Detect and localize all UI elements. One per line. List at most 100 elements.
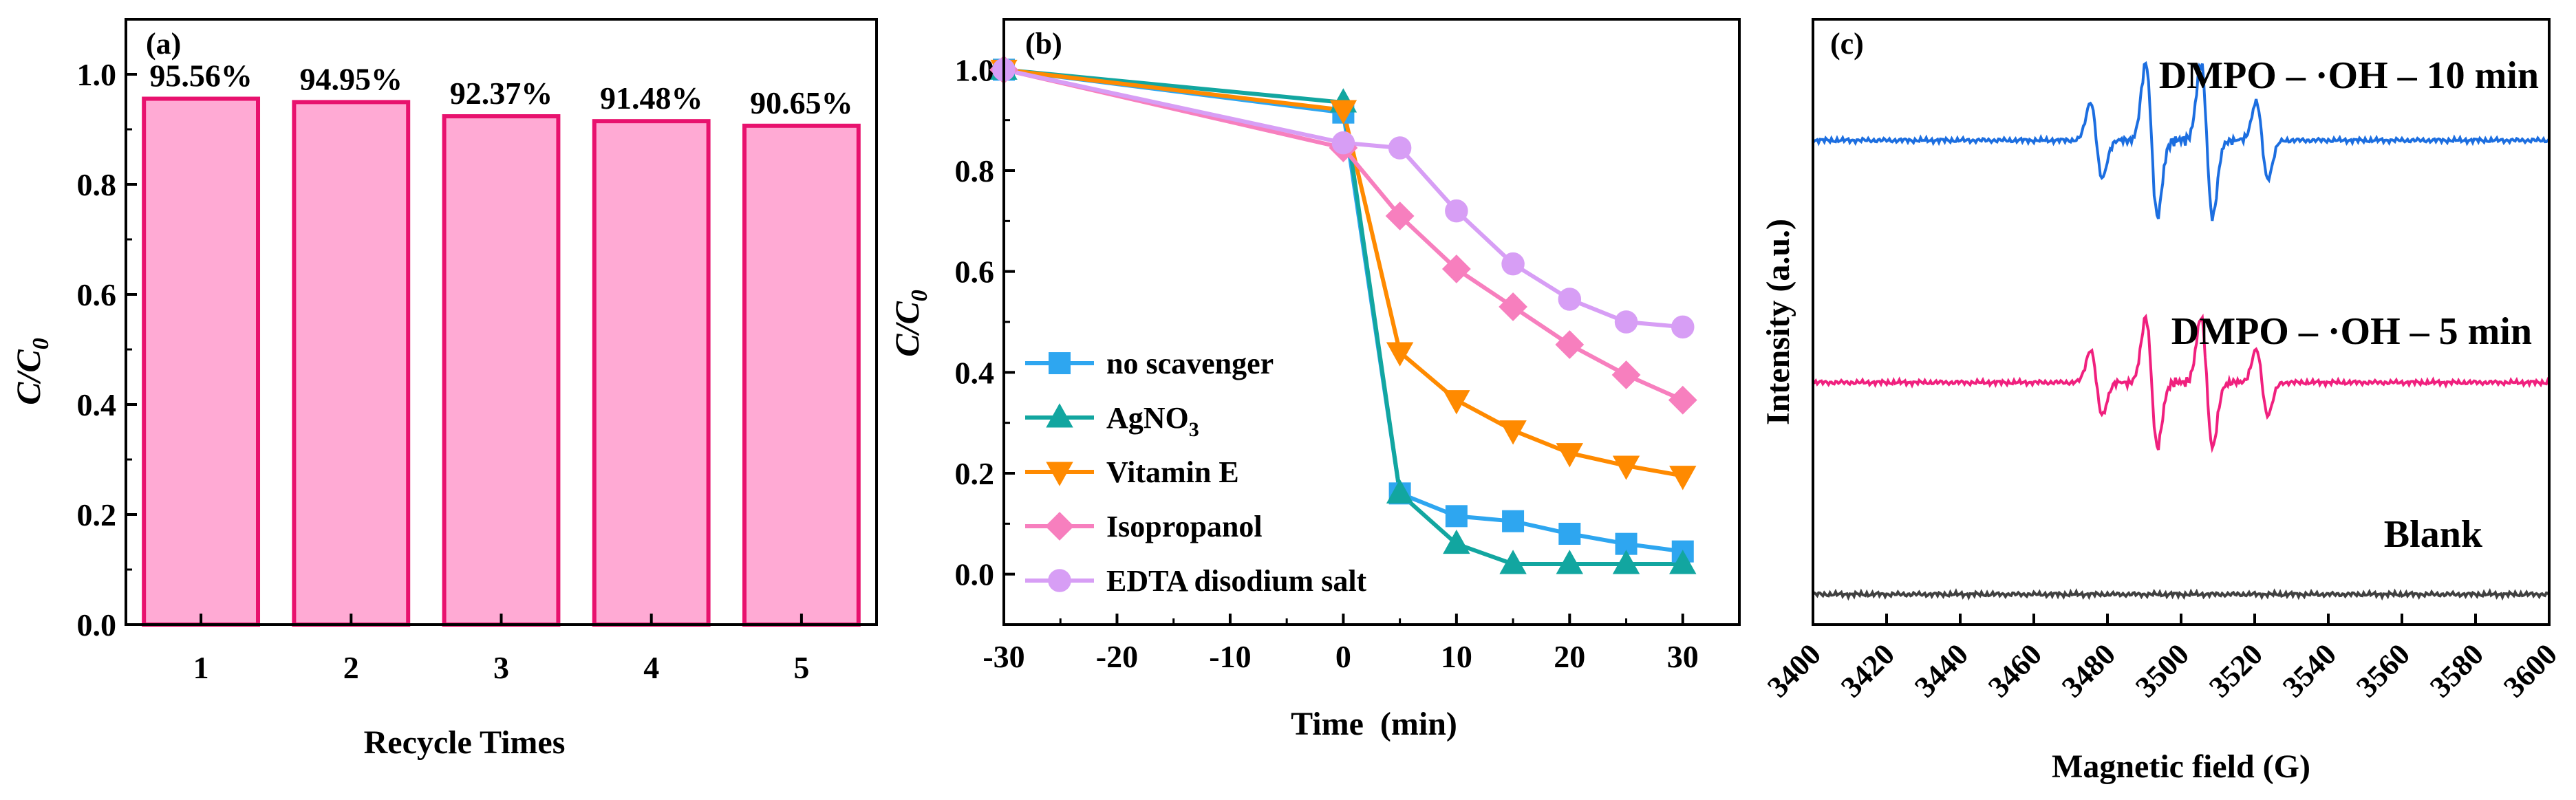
data-point bbox=[1555, 330, 1585, 359]
spectra-lines bbox=[1812, 61, 2551, 601]
y-tick-label: 0.2 bbox=[955, 456, 995, 491]
data-point bbox=[1671, 315, 1695, 339]
data-point bbox=[1558, 523, 1581, 545]
legend-label: AgNO3 bbox=[1106, 401, 1199, 441]
data-point bbox=[1668, 385, 1697, 415]
data-point bbox=[1331, 131, 1355, 155]
data-point bbox=[1445, 505, 1468, 528]
x-tick-label: 3600 bbox=[2497, 637, 2564, 704]
y-axis-label: Intensity (a.u.) bbox=[1760, 219, 1796, 425]
x-tick-label: -30 bbox=[983, 639, 1024, 674]
x-axis-label: Time (min) bbox=[1291, 706, 1457, 742]
data-labels: 95.56% 94.95% 92.37% 91.48% 90.65% bbox=[149, 58, 852, 120]
y-axis-label-base: C/C bbox=[9, 349, 47, 405]
legend-label-sub: 3 bbox=[1189, 418, 1199, 441]
legend: no scavenger AgNO3 Vitamin E Isopropanol EDT… bbox=[1025, 347, 1367, 598]
legend-label-base: EDTA disodium salt bbox=[1106, 564, 1367, 598]
x-tick-label: 3500 bbox=[2129, 637, 2196, 704]
spectrum-line bbox=[1812, 61, 2551, 221]
y-axis-label-sub: 0 bbox=[28, 338, 54, 349]
data-point bbox=[1385, 202, 1415, 230]
data-label: 90.65% bbox=[750, 85, 853, 120]
data-point bbox=[1501, 252, 1525, 276]
data-point bbox=[1388, 136, 1412, 160]
bar bbox=[292, 100, 411, 627]
data-point bbox=[1329, 100, 1357, 125]
spectrum-label: DMPO – ·OH – 10 min bbox=[2159, 54, 2539, 97]
y-tick-label: 0.0 bbox=[77, 607, 117, 642]
data-point bbox=[1556, 443, 1584, 468]
series-line bbox=[1003, 67, 1683, 566]
y-tick-label: 1.0 bbox=[955, 52, 995, 87]
series-line bbox=[1003, 67, 1684, 402]
data-point bbox=[1499, 550, 1527, 574]
x-tick-label: 1 bbox=[193, 650, 209, 685]
x-axis-ticks: 1 2 3 4 5 bbox=[193, 614, 809, 685]
spectra-labels: DMPO – ·OH – 10 min DMPO – ·OH – 5 min Bla… bbox=[2159, 54, 2539, 556]
x-tick-label: 3540 bbox=[2276, 637, 2343, 704]
data-label: 91.48% bbox=[600, 80, 703, 116]
y-axis-ticks: 0.0 0.2 0.4 0.6 0.8 1.0 bbox=[77, 18, 137, 642]
spectrum-label: DMPO – ·OH – 5 min bbox=[2171, 310, 2532, 353]
series-line bbox=[1003, 67, 1684, 478]
legend-label-base: Isopropanol bbox=[1106, 510, 1263, 543]
panel-label: (c) bbox=[1830, 27, 1864, 61]
legend-marker bbox=[1048, 569, 1071, 592]
y-tick-label: 0.4 bbox=[955, 355, 995, 390]
x-tick-label: 3560 bbox=[2350, 637, 2416, 704]
data-point bbox=[1443, 390, 1470, 415]
x-axis-ticks: 3400 3420 3440 3460 3480 3500 3520 3540 3560 3580… bbox=[1761, 614, 2564, 704]
spectrum-label: Blank bbox=[2384, 513, 2483, 556]
plot-frame bbox=[1002, 18, 1741, 626]
spectrum-line bbox=[1812, 588, 2551, 601]
x-tick-label: 30 bbox=[1667, 639, 1699, 674]
x-tick-label: 5 bbox=[793, 650, 809, 685]
data-point bbox=[1502, 510, 1525, 532]
x-tick-label: 20 bbox=[1554, 639, 1585, 674]
y-axis-label-base: C/C bbox=[888, 301, 926, 357]
data-point bbox=[1612, 455, 1640, 480]
data-point bbox=[1556, 550, 1584, 574]
x-tick-label: 3420 bbox=[1834, 637, 1901, 704]
data-point bbox=[1386, 342, 1414, 367]
legend-marker bbox=[1049, 352, 1071, 374]
bar bbox=[592, 119, 711, 627]
data-label: 92.37% bbox=[450, 76, 553, 111]
x-tick-label: 3440 bbox=[1908, 637, 1975, 704]
spectrum-line bbox=[1812, 313, 2551, 453]
x-tick-label: -10 bbox=[1209, 639, 1251, 674]
y-tick-label: 0.6 bbox=[77, 277, 117, 312]
data-point bbox=[1611, 360, 1641, 389]
data-point bbox=[1669, 466, 1697, 490]
x-tick-label: 4 bbox=[643, 650, 659, 685]
legend-label-base: AgNO bbox=[1106, 401, 1189, 435]
data-point bbox=[1445, 199, 1468, 223]
plot-frame bbox=[125, 18, 878, 626]
y-axis-label: C/C0 bbox=[9, 338, 54, 405]
x-tick-label: 2 bbox=[343, 650, 359, 685]
legend-label: EDTA disodium salt bbox=[1106, 564, 1367, 598]
data-point bbox=[1441, 255, 1471, 283]
bar bbox=[742, 123, 861, 627]
panel-a-bar-chart: 95.56% 94.95% 92.37% 91.48% 90.65% 0.0 0.2 0.4… bbox=[9, 18, 878, 761]
bar bbox=[442, 114, 561, 627]
x-tick-label: -20 bbox=[1096, 639, 1138, 674]
y-tick-label: 0.8 bbox=[77, 167, 117, 202]
series-lines bbox=[989, 55, 1697, 574]
bar-series bbox=[142, 96, 861, 627]
legend-label-base: no scavenger bbox=[1106, 347, 1274, 380]
y-tick-label: 0.8 bbox=[955, 153, 995, 188]
plot-frame bbox=[1812, 18, 2551, 626]
data-point bbox=[1614, 310, 1638, 334]
y-tick-label: 0.6 bbox=[955, 255, 995, 290]
x-tick-label: 3480 bbox=[2055, 637, 2122, 704]
data-point bbox=[1669, 550, 1697, 574]
bar bbox=[142, 96, 261, 627]
panel-label: (a) bbox=[146, 27, 181, 61]
legend-marker bbox=[1046, 403, 1073, 428]
data-label: 94.95% bbox=[300, 61, 403, 96]
data-point bbox=[1443, 529, 1470, 554]
y-tick-label: 0.2 bbox=[77, 497, 117, 532]
legend-marker bbox=[1045, 512, 1074, 541]
